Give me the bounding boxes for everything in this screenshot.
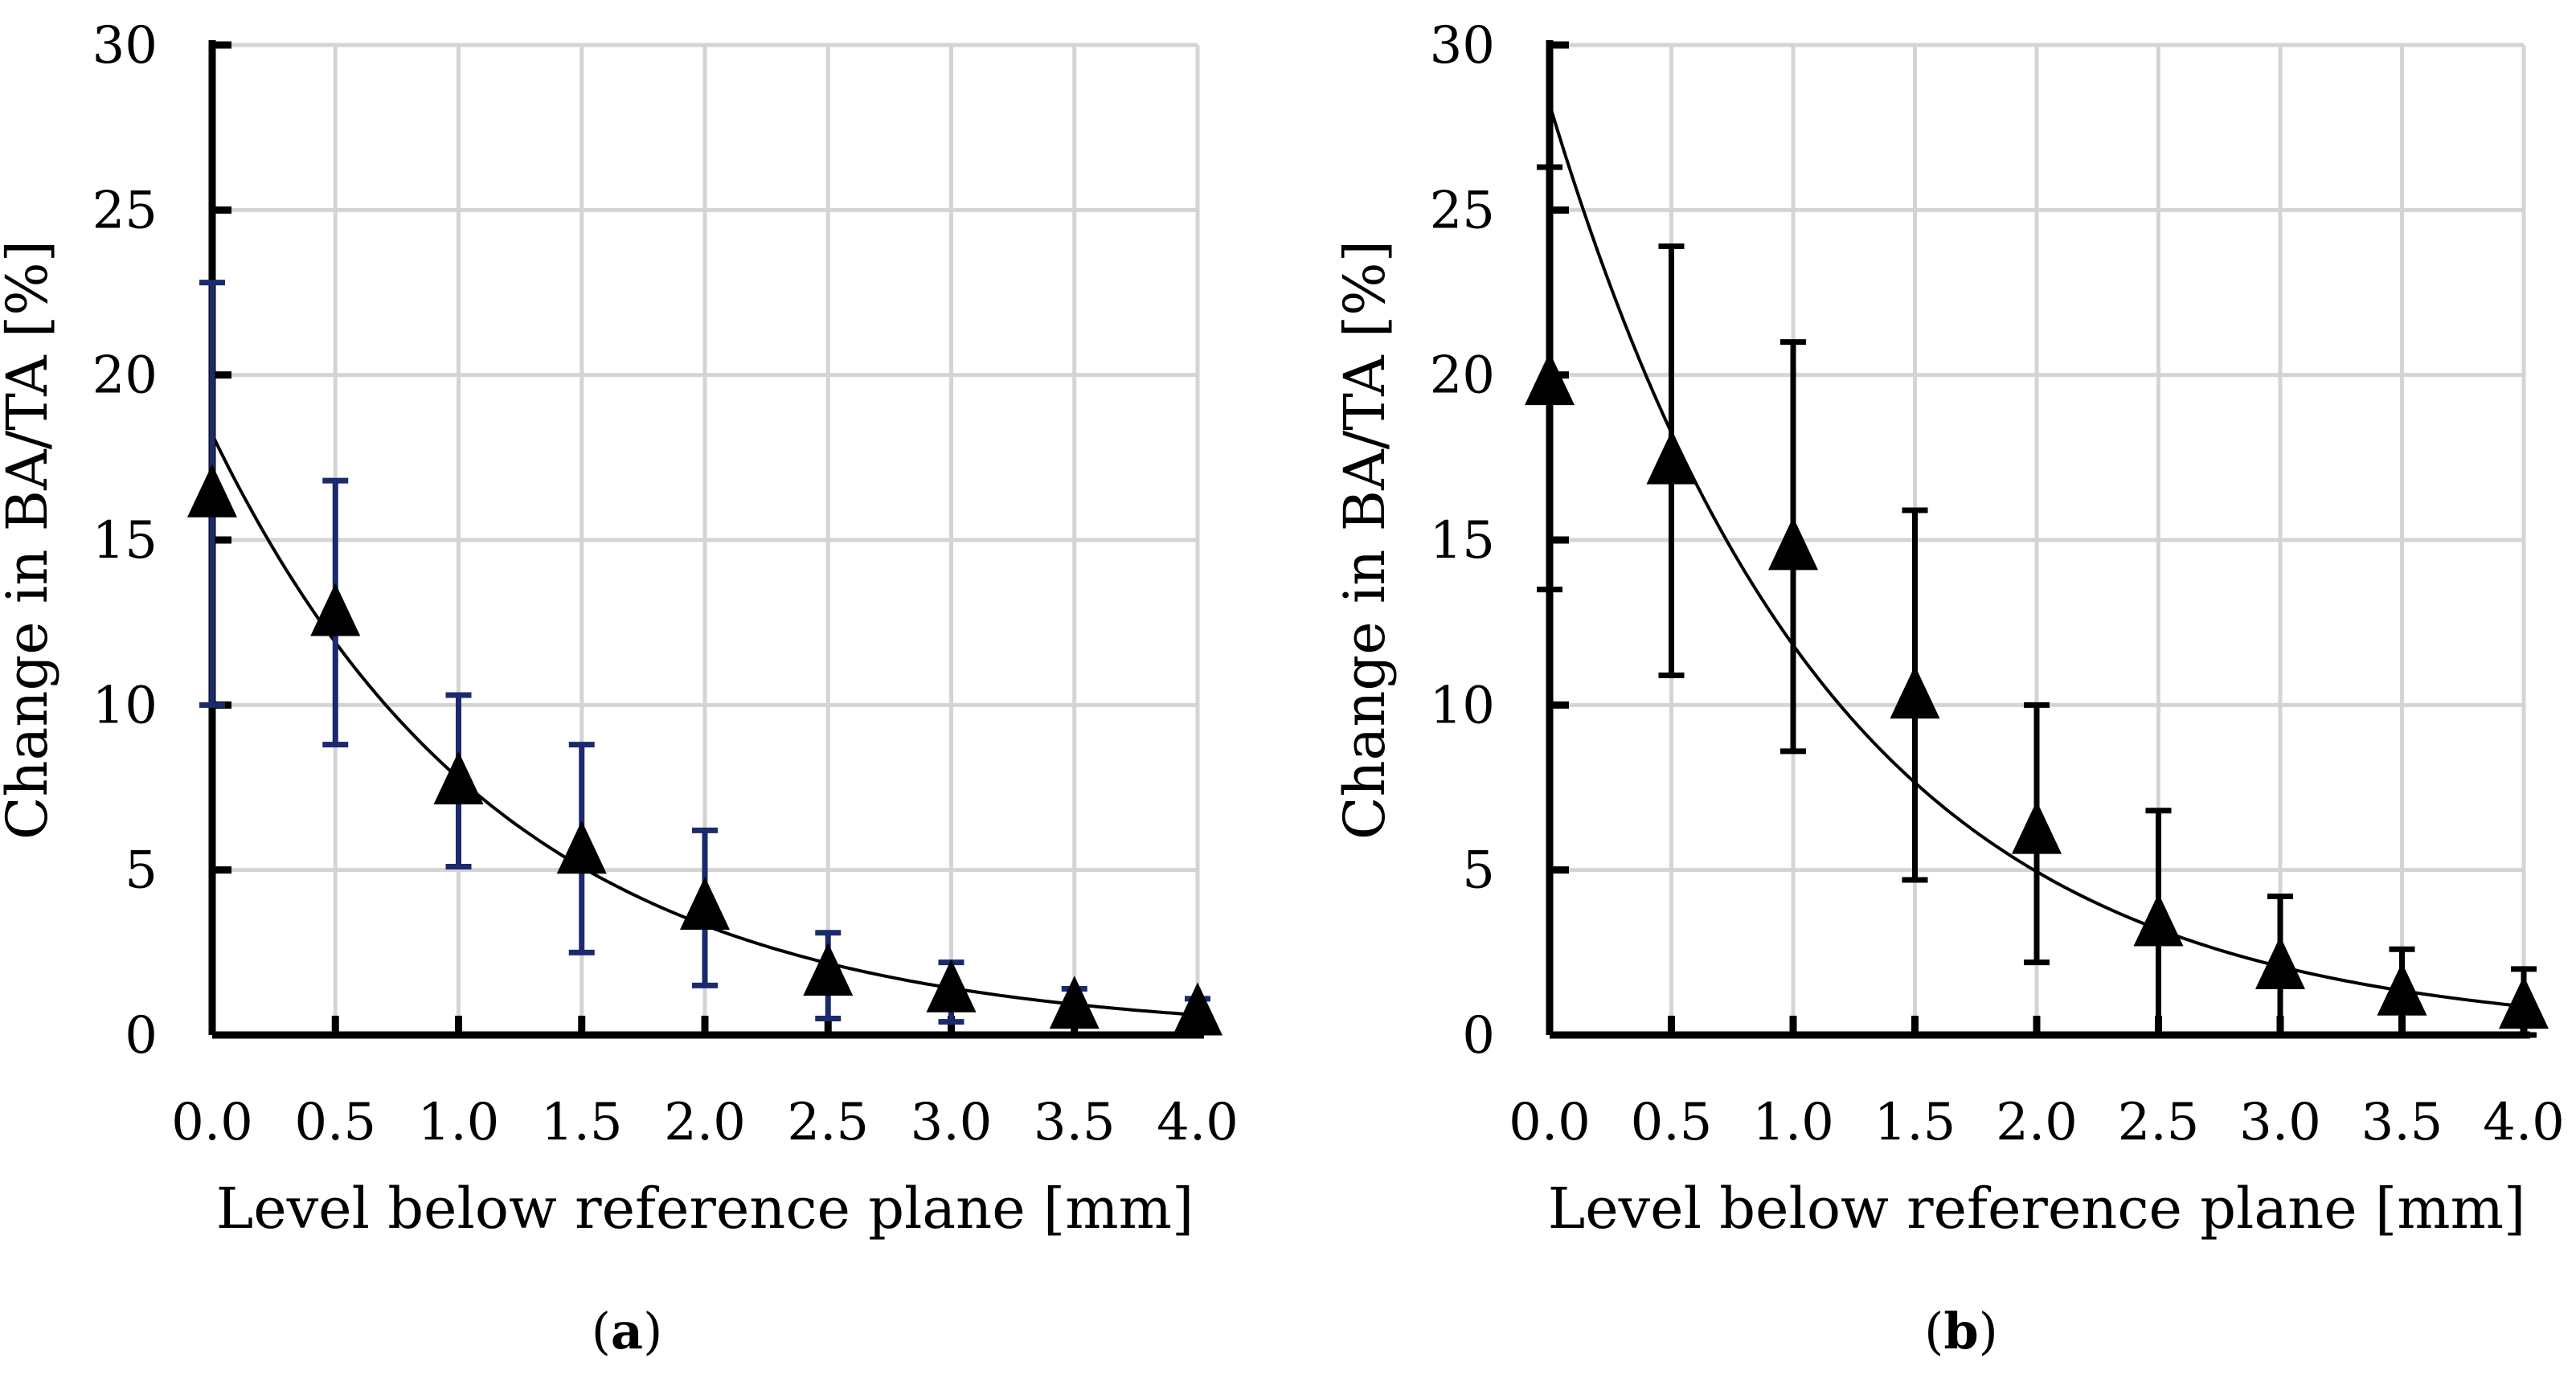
b-marker-5 xyxy=(2133,893,2184,947)
b-marker-2 xyxy=(1768,517,1818,571)
a-marker-3 xyxy=(556,820,607,874)
panel-label-b-text: b xyxy=(1943,1302,1979,1360)
a-marker-0 xyxy=(187,464,237,518)
a-marker-2 xyxy=(433,751,484,804)
a-xtick-label-3: 1.5 xyxy=(541,1093,623,1152)
a-marker-6 xyxy=(926,959,977,1012)
b-xtick-label-3: 1.5 xyxy=(1874,1093,1956,1152)
a-ytick-label-3: 15 xyxy=(92,511,158,571)
b-ytick-label-1: 5 xyxy=(1462,841,1495,901)
b-marker-0 xyxy=(1525,352,1575,406)
a-y-axis-label: Change in BA/TA [%] xyxy=(0,240,60,840)
a-xtick-label-8: 4.0 xyxy=(1157,1093,1239,1152)
b-xtick-label-6: 3.0 xyxy=(2239,1093,2321,1152)
panel-label-b: (b) xyxy=(1924,1302,1998,1360)
a-xtick-label-0: 0.0 xyxy=(171,1093,253,1152)
a-xtick-label-7: 3.5 xyxy=(1034,1093,1116,1152)
a-xtick-label-6: 3.0 xyxy=(911,1093,993,1152)
a-ytick-label-0: 0 xyxy=(125,1006,158,1066)
chart-a: 0.0 0.5 1.0 1.5 2.0 2.5 3.0 3.5 4.0 0 5 10 15 20 25 30 L… xyxy=(0,16,1239,1242)
panel-label-a: (a) xyxy=(591,1302,663,1360)
b-marker-8 xyxy=(2499,976,2549,1029)
a-marker-7 xyxy=(1049,976,1100,1029)
a-marker-1 xyxy=(310,583,361,636)
b-xtick-label-7: 3.5 xyxy=(2361,1093,2443,1152)
a-ytick-label-2: 10 xyxy=(92,676,158,735)
b-xtick-label-8: 4.0 xyxy=(2483,1093,2565,1152)
b-ytick-label-2: 10 xyxy=(1430,676,1495,735)
chart-b: 0.0 0.5 1.0 1.5 2.0 2.5 3.0 3.5 4.0 0 5 10 15 20 25 30 L… xyxy=(1332,16,2565,1242)
a-marker-5 xyxy=(803,943,854,996)
b-ytick-label-4: 20 xyxy=(1430,346,1495,406)
b-xtick-label-5: 2.5 xyxy=(2118,1093,2200,1152)
b-x-axis-label: Level below reference plane [mm] xyxy=(1548,1176,2526,1242)
b-y-axis-label: Change in BA/TA [%] xyxy=(1332,240,1398,840)
b-xtick-label-4: 2.0 xyxy=(1996,1093,2078,1152)
b-marker-4 xyxy=(2012,800,2062,854)
a-ytick-label-4: 20 xyxy=(92,346,158,406)
a-ytick-label-5: 25 xyxy=(92,181,158,240)
a-marker-4 xyxy=(680,877,730,931)
a-xtick-label-2: 1.0 xyxy=(418,1093,500,1152)
b-ytick-label-5: 25 xyxy=(1430,181,1495,240)
b-xtick-label-2: 1.0 xyxy=(1752,1093,1834,1152)
a-xtick-label-4: 2.0 xyxy=(664,1093,746,1152)
b-marker-3 xyxy=(1890,665,1940,719)
b-ytick-label-3: 15 xyxy=(1430,511,1495,571)
a-ytick-label-1: 5 xyxy=(125,841,158,901)
b-ytick-label-6: 30 xyxy=(1430,16,1495,76)
a-x-axis-label: Level below reference plane [mm] xyxy=(216,1176,1194,1242)
a-xtick-label-1: 0.5 xyxy=(294,1093,376,1152)
b-xtick-label-0: 0.0 xyxy=(1509,1093,1591,1152)
b-xtick-label-1: 0.5 xyxy=(1631,1093,1713,1152)
b-marker-6 xyxy=(2255,935,2305,989)
a-ytick-label-6: 30 xyxy=(92,16,158,76)
b-marker-1 xyxy=(1646,431,1697,485)
a-xtick-label-5: 2.5 xyxy=(787,1093,869,1152)
b-ytick-label-0: 0 xyxy=(1462,1006,1495,1066)
panel-label-a-text: a xyxy=(610,1302,644,1360)
b-marker-7 xyxy=(2377,962,2427,1016)
a-marker-8 xyxy=(1173,982,1222,1036)
